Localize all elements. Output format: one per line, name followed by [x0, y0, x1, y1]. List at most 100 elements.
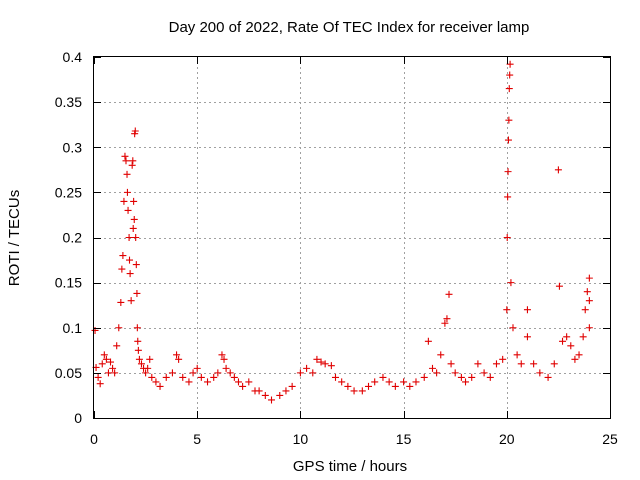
y-tick-label: 0.15	[55, 275, 82, 291]
data-point	[513, 351, 521, 359]
y-tick-label: 0.05	[55, 365, 82, 381]
data-point	[509, 324, 517, 332]
data-point	[321, 360, 329, 368]
data-point	[428, 364, 436, 372]
data-point	[120, 197, 128, 205]
data-point	[317, 358, 325, 366]
data-point	[124, 206, 132, 214]
data-point	[220, 355, 228, 363]
data-point	[156, 382, 164, 390]
data-point	[523, 333, 531, 341]
data-point	[222, 364, 230, 372]
data-point	[303, 364, 311, 372]
data-point	[571, 355, 579, 363]
y-tick-labels: 0 0.05 0.1 0.15 0.2 0.25 0.3 0.35 0.4	[55, 49, 82, 426]
data-point	[115, 324, 123, 332]
data-point	[309, 369, 317, 377]
data-point	[338, 378, 346, 386]
data-point	[313, 355, 321, 363]
data-point	[424, 337, 432, 345]
data-point	[276, 391, 284, 399]
y-tick-label: 0	[74, 410, 82, 426]
data-point	[130, 197, 138, 205]
data-point	[412, 378, 420, 386]
data-point	[585, 324, 593, 332]
data-point	[503, 234, 511, 241]
data-point	[118, 265, 126, 273]
y-tick-label: 0.35	[55, 94, 82, 110]
data-point	[130, 215, 138, 223]
data-point	[133, 324, 141, 332]
chart-title: Day 200 of 2022, Rate Of TEC Index for r…	[169, 19, 530, 36]
axis-ticks	[94, 57, 611, 419]
data-point	[385, 378, 393, 386]
data-point	[214, 369, 222, 377]
y-tick-label: 0.2	[63, 230, 83, 246]
data-point	[152, 378, 160, 386]
data-point	[474, 360, 482, 368]
data-point	[492, 360, 500, 368]
data-point	[123, 188, 131, 196]
data-point	[128, 161, 136, 169]
data-point	[358, 387, 366, 395]
data-point	[344, 382, 352, 390]
data-point	[137, 360, 145, 368]
data-point	[134, 346, 142, 354]
data-point	[123, 170, 131, 178]
x-tick-label: 25	[602, 431, 618, 447]
x-tick-labels: 0 5 10 15 20 25	[90, 431, 618, 447]
y-tick-label: 0.25	[55, 184, 82, 200]
data-point	[379, 373, 387, 381]
data-point	[451, 369, 459, 377]
data-point	[563, 333, 571, 341]
y-tick-label: 0.1	[63, 320, 83, 336]
plot-frame	[93, 56, 611, 419]
data-point	[585, 297, 593, 305]
data-point	[119, 252, 127, 260]
grid-lines	[94, 57, 610, 418]
data-point	[554, 166, 562, 174]
x-tick-label: 10	[293, 431, 309, 447]
data-point	[523, 306, 531, 314]
data-point	[505, 85, 513, 93]
data-point	[185, 378, 193, 386]
data-point	[204, 378, 212, 386]
data-point	[433, 369, 441, 377]
data-point	[468, 373, 476, 381]
data-point	[113, 342, 121, 350]
data-point	[100, 351, 108, 359]
data-point	[406, 382, 414, 390]
data-points	[91, 60, 593, 404]
data-point	[445, 290, 453, 298]
data-point	[117, 298, 125, 306]
data-point	[583, 288, 591, 296]
data-point	[131, 127, 139, 135]
data-point	[129, 157, 137, 165]
data-point	[127, 297, 135, 305]
data-point	[226, 369, 234, 377]
data-point	[437, 351, 445, 359]
data-point	[327, 362, 335, 370]
data-point	[536, 369, 544, 377]
data-point	[288, 382, 296, 390]
data-point	[507, 279, 515, 287]
x-tick-label: 15	[396, 431, 412, 447]
y-tick-label: 0.4	[63, 49, 83, 65]
data-point	[94, 373, 102, 381]
data-point	[230, 373, 238, 381]
data-point	[142, 369, 150, 377]
data-point	[245, 378, 253, 386]
data-point	[555, 282, 563, 290]
data-point	[197, 373, 205, 381]
data-point	[146, 355, 154, 363]
data-point	[420, 373, 428, 381]
data-point	[506, 71, 514, 79]
y-tick-label: 0.3	[63, 139, 83, 155]
data-point	[503, 306, 511, 314]
data-point	[132, 261, 140, 269]
data-point	[504, 168, 512, 176]
y-axis-label: ROTI / TECUs	[6, 190, 23, 286]
data-point	[255, 387, 263, 395]
data-point	[530, 360, 538, 368]
